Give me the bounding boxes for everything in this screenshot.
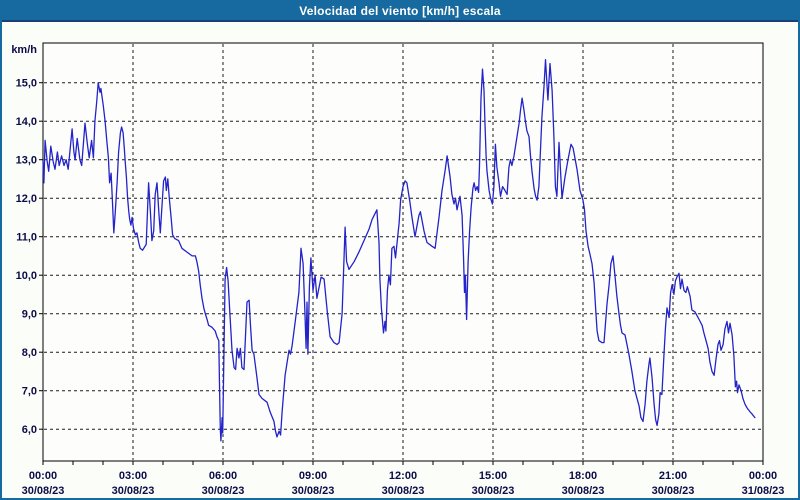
plot-border: [42, 42, 764, 462]
x-tick-date-label: 30/08/23: [202, 485, 245, 497]
x-tick-time-label: 18:00: [569, 470, 597, 482]
x-tick-date-label: 30/08/23: [562, 485, 605, 497]
x-tick-time-label: 00:00: [29, 470, 57, 482]
title-bar: Velocidad del viento [km/h] escala: [2, 2, 798, 22]
wind-speed-line: [42, 58, 756, 442]
y-tick-label: 8,0: [22, 347, 37, 359]
y-tick-label: 13,0: [16, 155, 37, 167]
y-tick-label: 15,0: [16, 78, 37, 90]
x-tick-date-label: 30/08/23: [382, 485, 425, 497]
x-tick-time-label: 09:00: [299, 470, 327, 482]
x-tick-time-label: 21:00: [659, 470, 687, 482]
y-tick-label: 7,0: [22, 386, 37, 398]
y-tick-label: 10,0: [16, 270, 37, 282]
page-title: Velocidad del viento [km/h] escala: [299, 4, 501, 18]
y-tick-label: 6,0: [22, 424, 37, 436]
y-tick-label: 12,0: [16, 193, 37, 205]
y-tick-label: 11,0: [16, 232, 37, 244]
x-tick-time-label: 06:00: [209, 470, 237, 482]
x-tick-date-label: 31/08/23: [742, 485, 785, 497]
x-tick-time-label: 03:00: [119, 470, 147, 482]
y-axis-unit-label: km/h: [11, 44, 37, 56]
x-tick-time-label: 12:00: [389, 470, 417, 482]
x-tick-date-label: 30/08/23: [292, 485, 335, 497]
x-tick-date-label: 30/08/23: [472, 485, 515, 497]
x-tick-date-label: 30/08/23: [112, 485, 155, 497]
x-tick-date-label: 30/08/23: [22, 485, 65, 497]
y-tick-label: 9,0: [22, 309, 37, 321]
y-tick-label: 14,0: [16, 116, 37, 128]
x-tick-time-label: 15:00: [479, 470, 507, 482]
x-tick-date-label: 30/08/23: [652, 485, 695, 497]
x-tick-time-label: 00:00: [749, 470, 777, 482]
